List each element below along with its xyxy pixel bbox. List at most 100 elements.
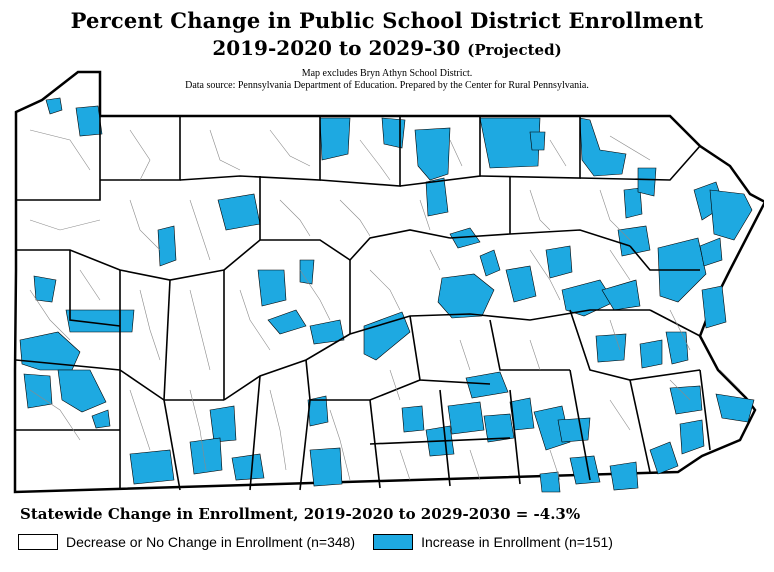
district-line bbox=[129, 129, 151, 181]
district-increase bbox=[505, 265, 537, 303]
district-increase bbox=[307, 395, 329, 427]
county-line bbox=[699, 369, 711, 451]
district-line bbox=[239, 289, 271, 351]
county-line bbox=[163, 279, 171, 401]
district-increase bbox=[699, 237, 723, 267]
district-increase bbox=[533, 405, 571, 451]
district-increase bbox=[267, 309, 307, 335]
county-line bbox=[569, 369, 591, 481]
district-increase bbox=[319, 117, 351, 161]
county-line bbox=[649, 309, 701, 337]
district-increase bbox=[425, 177, 449, 217]
district-increase bbox=[381, 117, 406, 149]
county-line bbox=[439, 389, 451, 487]
district-line bbox=[609, 319, 621, 351]
district-line bbox=[339, 199, 371, 237]
district-line bbox=[269, 389, 287, 471]
county-line bbox=[249, 375, 261, 491]
district-increase bbox=[715, 393, 755, 423]
district-line bbox=[609, 135, 651, 161]
district-increase bbox=[637, 167, 657, 197]
district-line bbox=[719, 369, 741, 391]
district-increase bbox=[75, 105, 103, 137]
district-increase bbox=[561, 279, 615, 317]
projected-label: (Projected) bbox=[467, 41, 562, 59]
county-line bbox=[15, 359, 224, 401]
district-increase bbox=[309, 447, 343, 487]
district-line bbox=[189, 289, 211, 371]
district-increase bbox=[701, 285, 727, 329]
district-line bbox=[29, 389, 81, 441]
district-line bbox=[669, 309, 691, 351]
district-line bbox=[279, 199, 311, 237]
district-increase bbox=[557, 417, 591, 443]
county-line bbox=[163, 399, 181, 491]
district-increase bbox=[209, 405, 237, 443]
county-line bbox=[223, 239, 351, 271]
district-increase bbox=[129, 449, 175, 485]
district-increase bbox=[679, 419, 705, 455]
district-increase bbox=[309, 319, 345, 345]
district-increase bbox=[363, 311, 411, 361]
district-increase bbox=[665, 331, 689, 365]
district-increase bbox=[449, 227, 481, 249]
district-line bbox=[429, 249, 441, 271]
year-range: 2019-2020 to 2029-30 bbox=[212, 36, 461, 60]
district-increase bbox=[617, 225, 651, 257]
county-line bbox=[349, 229, 451, 261]
district-line bbox=[449, 139, 463, 167]
district-increase bbox=[479, 249, 501, 277]
district-increase bbox=[545, 245, 573, 279]
county-line bbox=[349, 309, 650, 335]
district-line bbox=[299, 269, 331, 321]
district-increase bbox=[579, 117, 627, 177]
district-increase bbox=[157, 225, 177, 267]
county-line bbox=[179, 116, 321, 181]
district-line bbox=[369, 269, 401, 311]
district-increase bbox=[649, 441, 679, 475]
district-increase bbox=[595, 333, 627, 363]
district-line bbox=[359, 139, 391, 181]
district-increase bbox=[539, 471, 561, 493]
district-line bbox=[269, 129, 311, 167]
county-boundaries bbox=[15, 116, 711, 491]
county-line bbox=[579, 145, 701, 181]
district-increase bbox=[609, 461, 639, 491]
district-line bbox=[29, 129, 91, 171]
district-increase bbox=[447, 401, 485, 435]
map-title: Percent Change in Public School District… bbox=[70, 8, 704, 33]
county-line bbox=[305, 359, 421, 401]
statewide-change: Statewide Change in Enrollment, 2019-202… bbox=[20, 505, 581, 523]
district-line bbox=[389, 369, 401, 401]
district-line bbox=[459, 339, 471, 371]
map-subtitle: 2019-2020 to 2029-30 (Projected) bbox=[0, 36, 774, 60]
district-increase bbox=[639, 339, 663, 369]
exclusion-note: Map excludes Bryn Athyn School District. bbox=[301, 68, 473, 79]
district-line bbox=[209, 129, 241, 171]
district-increase bbox=[623, 187, 643, 219]
district-increase bbox=[57, 369, 107, 413]
county-line bbox=[299, 399, 311, 491]
legend-swatch-decrease bbox=[18, 534, 58, 550]
county-line bbox=[369, 437, 511, 445]
district-increase bbox=[669, 385, 703, 415]
district-increase bbox=[217, 193, 261, 231]
district-increase bbox=[401, 405, 425, 433]
county-line bbox=[69, 250, 121, 327]
legend: Decrease or No Change in Enrollment (n=3… bbox=[18, 532, 631, 552]
district-line bbox=[189, 389, 207, 471]
district-line bbox=[469, 449, 481, 481]
district-line bbox=[129, 389, 151, 451]
county-line bbox=[16, 116, 101, 201]
district-increase bbox=[465, 371, 509, 399]
legend-swatch-increase bbox=[373, 534, 414, 550]
district-line bbox=[529, 249, 561, 301]
district-line bbox=[669, 379, 691, 401]
district-line bbox=[529, 189, 551, 231]
district-increase bbox=[189, 437, 223, 475]
district-line bbox=[599, 189, 631, 241]
district-line bbox=[29, 219, 101, 231]
district-increase bbox=[231, 453, 265, 481]
district-increase bbox=[709, 189, 753, 241]
district-line bbox=[419, 199, 431, 231]
